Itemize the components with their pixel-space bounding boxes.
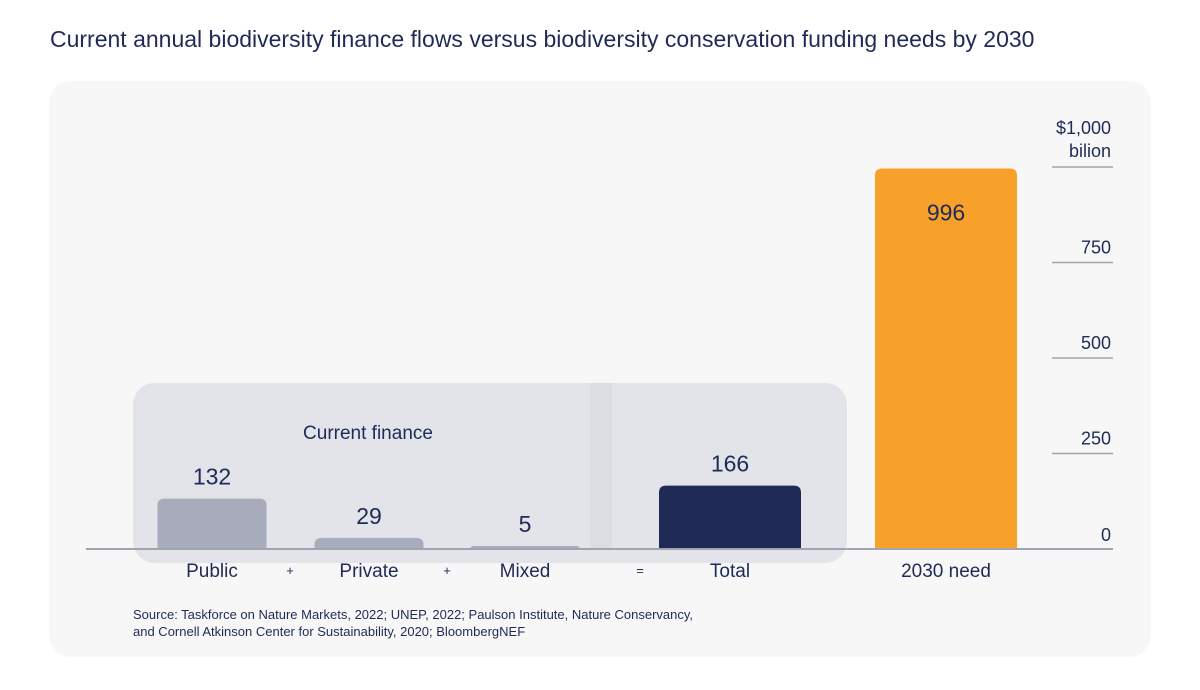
- operator-2: +: [443, 563, 451, 578]
- y-tick-label-0: 0: [1101, 525, 1111, 545]
- value-label-private: 29: [356, 503, 382, 529]
- bar-private: [314, 537, 424, 549]
- y-tick-label-250: 250: [1081, 429, 1111, 449]
- chart-title: Current annual biodiversity finance flow…: [50, 26, 1035, 52]
- category-label-2030-need: 2030 need: [901, 561, 991, 582]
- operator-1: +: [286, 563, 294, 578]
- value-label-total: 166: [711, 451, 749, 477]
- group-label: Current finance: [303, 423, 433, 444]
- category-label-private: Private: [339, 561, 398, 582]
- y-tick-label-750: 750: [1081, 238, 1111, 258]
- y-axis-unit-label: bilion: [1069, 141, 1111, 161]
- value-label-mixed: 5: [519, 511, 532, 537]
- category-label-mixed: Mixed: [500, 561, 551, 582]
- source-note: Source: Taskforce on Nature Markets, 202…: [133, 606, 773, 640]
- source-line-2: and Cornell Atkinson Center for Sustaina…: [133, 624, 526, 639]
- bar-public: [157, 498, 267, 549]
- value-label-public: 132: [193, 464, 231, 490]
- bar-2030-need: [875, 168, 1017, 549]
- source-line-1: Source: Taskforce on Nature Markets, 202…: [133, 607, 694, 622]
- value-label-2030-need: 996: [927, 200, 965, 226]
- operator-3: =: [636, 563, 644, 578]
- category-label-public: Public: [186, 561, 238, 582]
- group-divider: [590, 383, 612, 549]
- category-label-total: Total: [710, 561, 750, 582]
- y-tick-label-500: 500: [1081, 333, 1111, 353]
- y-tick-label-1000: $1,000: [1056, 118, 1111, 138]
- bar-total: [659, 485, 801, 549]
